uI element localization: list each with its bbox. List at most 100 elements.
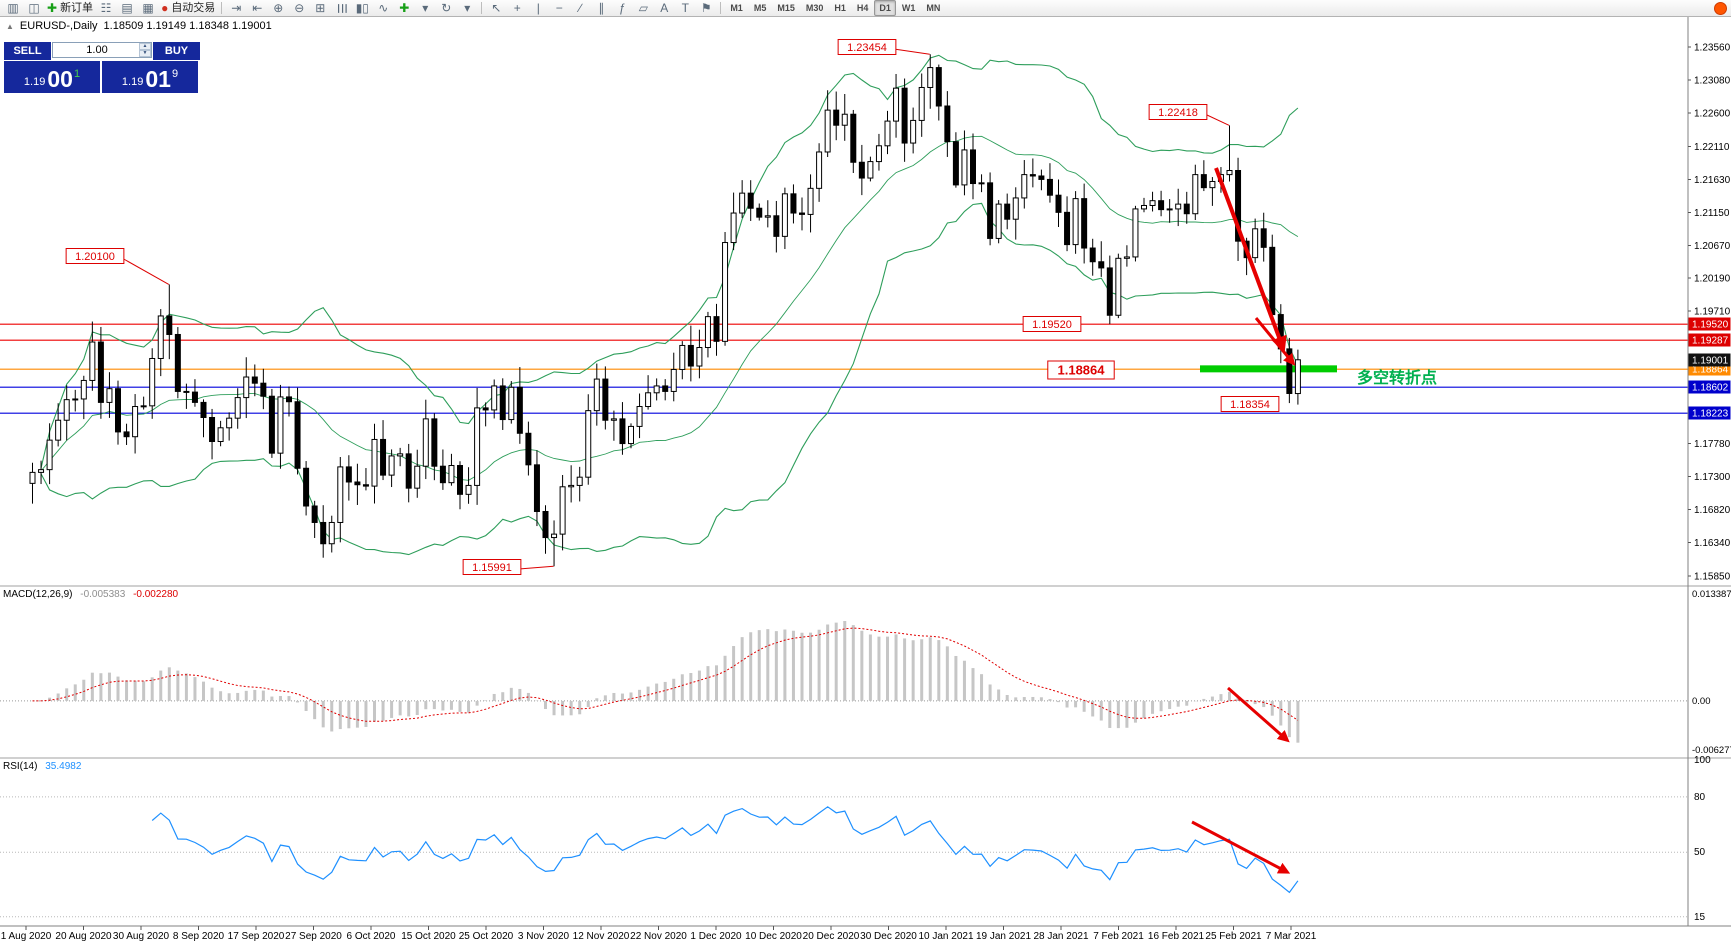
volume-input[interactable] xyxy=(52,42,152,58)
timeframe-button-w1[interactable]: W1 xyxy=(901,3,916,13)
navigator-icon: ▦ xyxy=(142,0,154,15)
timeframe-button-h1[interactable]: H1 xyxy=(834,3,846,13)
text-icon[interactable]: A xyxy=(654,1,674,16)
navigator-icon[interactable]: ▦ xyxy=(138,1,158,16)
date-label: 30 Aug 2020 xyxy=(113,931,170,942)
toolbar-separator xyxy=(720,2,722,14)
buy-price-pips: 01 xyxy=(145,66,171,93)
line-chart-mode-icon[interactable]: ∿ xyxy=(373,1,393,16)
templates-dropdown-icon[interactable]: ▾ xyxy=(457,1,477,16)
date-label: 17 Sep 2020 xyxy=(228,931,285,942)
timeframe-button-m30[interactable]: M30 xyxy=(805,3,824,13)
price-callout-1.20100[interactable]: 1.20100 xyxy=(65,248,170,285)
trendline-icon: ∕ xyxy=(579,0,582,15)
fibonacci-icon[interactable]: ƒ xyxy=(612,1,632,16)
chart-shift-icon[interactable]: ⇤ xyxy=(247,1,267,16)
vertical-line-icon: | xyxy=(536,0,540,15)
shapes-icon[interactable]: ▱ xyxy=(633,1,653,16)
shapes-icon: ▱ xyxy=(638,0,648,15)
date-label: 7 Mar 2021 xyxy=(1266,931,1317,942)
data-window-icon[interactable]: ▤ xyxy=(117,1,137,16)
bar-chart-mode-icon[interactable]: ☰ xyxy=(331,1,351,16)
tile-windows-icon: ⊞ xyxy=(315,0,326,15)
timeframe-button-h4[interactable]: H4 xyxy=(856,3,869,13)
indicator-dropdown-icon[interactable]: ▾ xyxy=(415,1,435,16)
cursor-icon[interactable]: ↖ xyxy=(486,1,506,16)
price-marker-1.19287 xyxy=(1688,333,1731,347)
new-order-button[interactable]: ✚ 新订单 xyxy=(45,1,95,16)
volume-up-button[interactable]: ▲ xyxy=(139,43,151,50)
candle-chart-mode-icon[interactable]: ▮▯ xyxy=(352,1,372,16)
templates-icon[interactable]: ↻ xyxy=(436,1,456,16)
price-marker-label: 1.18602 xyxy=(1692,383,1729,394)
timeframe-button-mn[interactable]: MN xyxy=(926,3,941,13)
price-callout-1.23454[interactable]: 1.23454 xyxy=(837,39,930,55)
date-label: 12 Nov 2020 xyxy=(573,931,630,942)
macd-name: MACD(12,26,9) xyxy=(3,589,73,600)
add-indicator-icon[interactable]: ✚ xyxy=(394,1,414,16)
horizontal-line-icon[interactable]: − xyxy=(549,1,569,16)
text-label-icon[interactable]: T xyxy=(675,1,695,16)
price-callout-1.18864[interactable]: 1.18864 xyxy=(1047,360,1115,380)
buy-price-prefix: 1.19 xyxy=(121,76,144,88)
buy-button[interactable]: BUY xyxy=(153,42,200,60)
auto-scroll-icon[interactable]: ⇥ xyxy=(226,1,246,16)
timeframe-button-m15[interactable]: M15 xyxy=(777,3,795,13)
turning-point-annotation[interactable]: 多空转折点 xyxy=(1357,368,1437,387)
candlestick-series xyxy=(29,54,1301,567)
price-callout-1.18354[interactable]: 1.18354 xyxy=(1220,396,1280,412)
timeframe-button-m1[interactable]: M1 xyxy=(730,3,743,13)
market-watch-icon: ☷ xyxy=(100,0,112,15)
date-label: 8 Sep 2020 xyxy=(173,931,225,942)
price-marker-label: 1.19520 xyxy=(1692,320,1729,331)
zoom-in-icon: ⊕ xyxy=(273,0,284,15)
macd-signal-line xyxy=(32,627,1299,722)
svg-text:1.22418: 1.22418 xyxy=(1158,107,1198,119)
volume-down-button[interactable]: ▼ xyxy=(139,50,151,57)
fibonacci-icon: ƒ xyxy=(618,0,626,15)
sell-button[interactable]: SELL xyxy=(4,42,51,60)
vertical-line-icon[interactable]: | xyxy=(528,1,548,16)
trend-arrow[interactable] xyxy=(1254,317,1296,366)
price-scale-label: 1.17300 xyxy=(1694,472,1731,483)
zoom-out-icon[interactable]: ⊖ xyxy=(289,1,309,16)
trend-arrow[interactable] xyxy=(1227,686,1290,743)
rsi-scale-label: 100 xyxy=(1694,755,1711,766)
autotrade-button[interactable]: ● 自动交易 xyxy=(159,1,217,16)
sell-price-display[interactable]: 1.19 00 1 xyxy=(4,61,100,93)
price-marker-label: 1.18223 xyxy=(1692,409,1729,420)
arrows-tool-icon[interactable]: ⚑ xyxy=(696,1,716,16)
tile-windows-icon[interactable]: ⊞ xyxy=(310,1,330,16)
crosshair-icon[interactable]: + xyxy=(507,1,527,16)
time-axis[interactable]: 1 Aug 2020 20 Aug 2020 30 Aug 2020 8 Sep 20… xyxy=(1,926,1317,942)
svg-text:1.20100: 1.20100 xyxy=(75,251,115,263)
new-chart-icon[interactable]: ▥ xyxy=(3,1,23,16)
new-order-label: 新订单 xyxy=(60,1,94,14)
add-indicator-icon: ✚ xyxy=(399,0,410,15)
turning-zone-bar[interactable] xyxy=(1200,365,1337,373)
pane-separators xyxy=(0,17,1731,927)
horizontal-line-icon: − xyxy=(555,0,563,15)
chart-title-line: ▲ EURUSD-,Daily 1.18509 1.19149 1.18348 … xyxy=(6,20,272,32)
chart-profiles-icon[interactable]: ◫ xyxy=(24,1,44,16)
price-scale[interactable]: 1.23560 1.23080 1.22600 1.22110 1.21630 1.211… xyxy=(1688,43,1731,923)
date-label: 10 Jan 2021 xyxy=(918,931,973,942)
trendline-icon[interactable]: ∕ xyxy=(570,1,590,16)
trend-arrow[interactable] xyxy=(1191,820,1291,874)
price-callout-1.22418[interactable]: 1.22418 xyxy=(1148,104,1230,126)
macd-main-value: -0.005383 xyxy=(80,589,126,600)
svg-text:1.18354: 1.18354 xyxy=(1230,399,1270,411)
macd-scale-label: 0.00 xyxy=(1692,696,1711,707)
trend-arrow[interactable] xyxy=(1214,167,1287,353)
zoom-in-icon[interactable]: ⊕ xyxy=(268,1,288,16)
chart-mini-icon: ▲ xyxy=(6,21,14,31)
price-callout-1.15991[interactable]: 1.15991 xyxy=(462,559,554,575)
timeframe-button-d1[interactable]: D1 xyxy=(874,0,896,16)
price-callout-1.19520[interactable]: 1.19520 xyxy=(1022,316,1082,332)
buy-price-display[interactable]: 1.19 01 9 xyxy=(102,61,198,93)
timeframe-button-m5[interactable]: M5 xyxy=(753,3,767,13)
channel-icon[interactable]: ∥ xyxy=(591,1,611,16)
market-watch-icon[interactable]: ☷ xyxy=(96,1,116,16)
